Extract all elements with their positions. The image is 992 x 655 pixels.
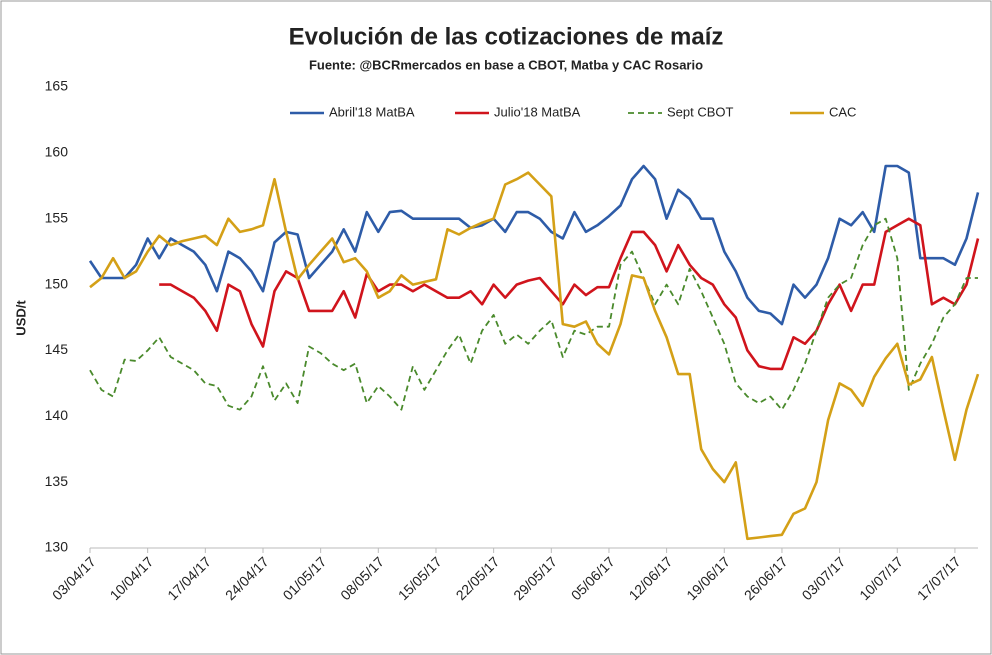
series-line xyxy=(89,171,980,541)
y-axis-label: USD/t xyxy=(13,300,28,336)
legend-label: Sept CBOT xyxy=(667,104,734,119)
y-tick-label: 150 xyxy=(45,275,69,291)
y-tick-label: 155 xyxy=(45,209,69,225)
y-tick-label: 130 xyxy=(45,539,69,555)
series-line xyxy=(89,217,978,411)
y-tick-label: 165 xyxy=(45,78,69,94)
chart-title: Evolución de las cotizaciones de maíz xyxy=(289,23,724,50)
y-tick-label: 140 xyxy=(45,407,69,423)
y-tick-label: 135 xyxy=(45,473,69,489)
y-tick-label: 160 xyxy=(45,144,69,160)
legend-label: CAC xyxy=(829,104,856,119)
chart-subtitle: Fuente: @BCRmercados en base a CBOT, Mat… xyxy=(309,57,703,72)
series-line xyxy=(88,164,980,326)
legend-label: Abril'18 MatBA xyxy=(329,104,415,119)
y-tick-label: 145 xyxy=(45,341,69,357)
legend-label: Julio'18 MatBA xyxy=(494,104,581,119)
